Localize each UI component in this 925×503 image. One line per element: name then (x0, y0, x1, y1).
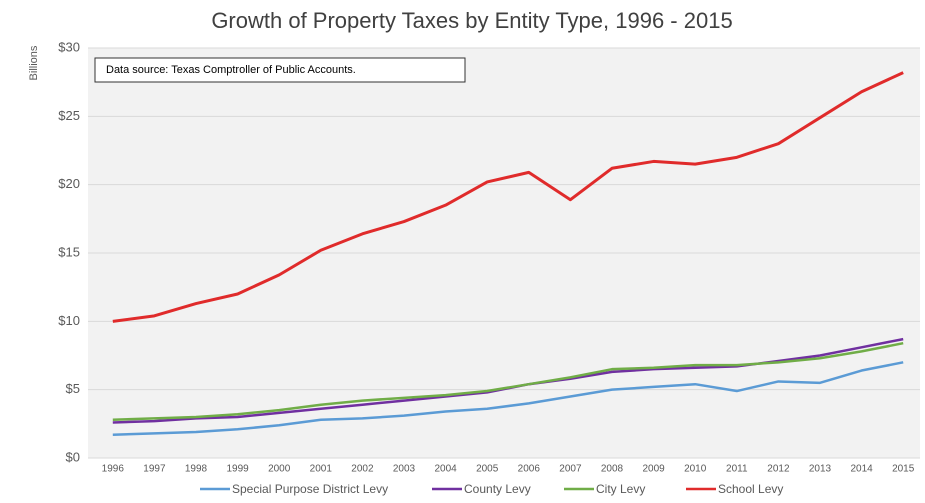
x-tick-label: 1998 (185, 464, 208, 475)
annotation-box (94, 57, 466, 83)
x-tick-label: 2011 (726, 464, 748, 475)
y-tick-label: $10 (58, 313, 80, 328)
x-tick-label: 1996 (102, 464, 125, 475)
y-tick-label: $15 (58, 244, 80, 259)
x-tick-label: 2015 (892, 464, 915, 475)
legend-label: School Levy (718, 482, 783, 496)
x-tick-label: 2009 (642, 464, 665, 475)
chart-title: Growth of Property Taxes by Entity Type,… (211, 8, 732, 33)
y-tick-label: $20 (58, 176, 80, 191)
x-tick-label: 2007 (559, 464, 582, 475)
legend-label: Special Purpose District Levy (232, 482, 388, 496)
x-tick-label: 2005 (476, 464, 499, 475)
x-tick-label: 2012 (767, 464, 790, 475)
y-tick-label: $0 (66, 449, 80, 464)
y-tick-label: $5 (66, 381, 80, 396)
y-tick-label: $25 (58, 108, 80, 123)
x-tick-label: 2013 (809, 464, 832, 475)
x-tick-label: 2014 (850, 464, 873, 475)
x-tick-label: 1997 (143, 464, 166, 475)
y-tick-label: $30 (58, 39, 80, 54)
x-tick-label: 2001 (310, 464, 333, 475)
x-tick-label: 2010 (684, 464, 707, 475)
x-tick-label: 1999 (226, 464, 249, 475)
x-tick-label: 2000 (268, 464, 291, 475)
y-axis-label: Billions (28, 45, 40, 80)
series-line (112, 341, 904, 421)
series-line (112, 361, 904, 437)
x-tick-label: 2003 (393, 464, 416, 475)
legend-label: County Levy (464, 482, 531, 496)
annotation: Data source: Texas Comptroller of Public… (106, 64, 356, 76)
x-tick-label: 2002 (351, 464, 374, 475)
series-line (112, 71, 904, 323)
x-tick-label: 2004 (434, 464, 457, 475)
x-tick-label: 2008 (601, 464, 624, 475)
legend-label: City Levy (596, 482, 645, 496)
x-tick-label: 2006 (518, 464, 541, 475)
